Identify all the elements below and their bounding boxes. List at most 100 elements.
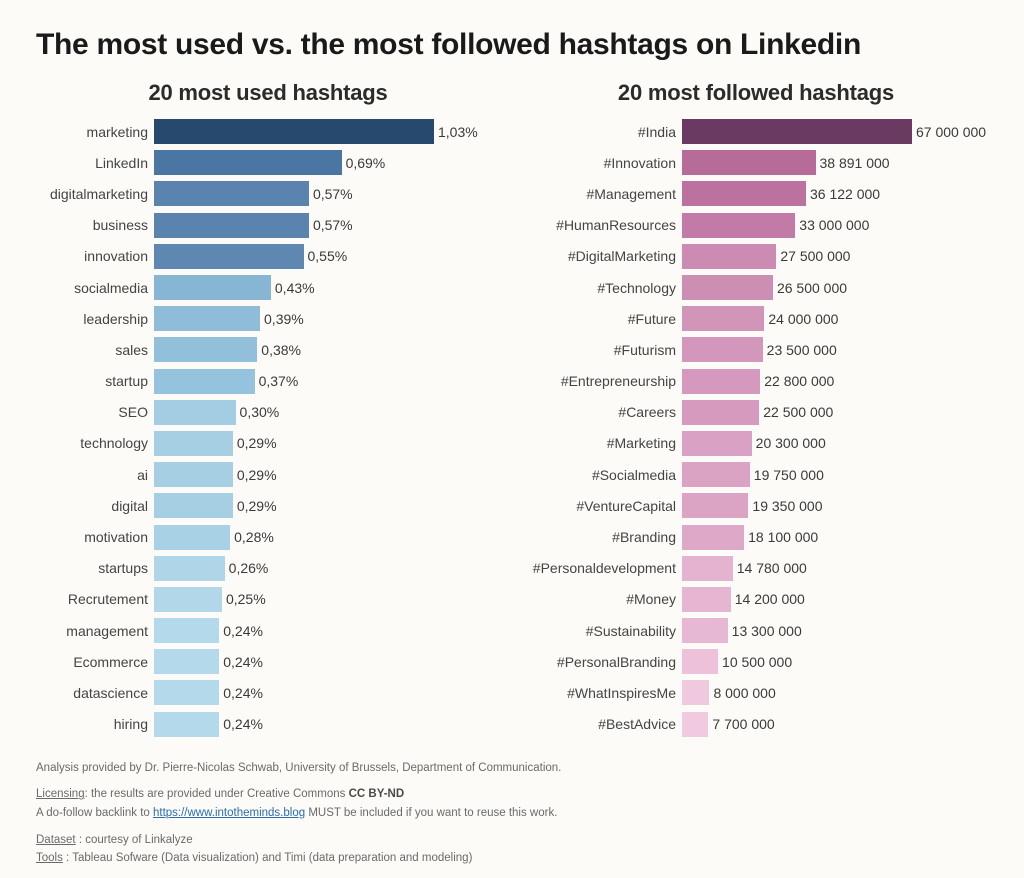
right-bar — [682, 680, 709, 705]
left-bar — [154, 431, 233, 456]
right-row-value: 22 500 000 — [759, 404, 833, 420]
footer-backlink-pre: A do-follow backlink to — [36, 807, 153, 819]
left-row: socialmedia0,43% — [36, 272, 500, 303]
right-bar — [682, 618, 728, 643]
right-row-label: #HumanResources — [524, 217, 682, 233]
left-bar — [154, 649, 219, 674]
right-bar — [682, 493, 748, 518]
right-bar-track: 13 300 000 — [682, 615, 988, 646]
right-row: #VentureCapital 19 350 000 — [524, 490, 988, 521]
left-row-value: 0,24% — [219, 685, 263, 701]
left-bar-track: 0,43% — [154, 272, 500, 303]
right-bar — [682, 119, 912, 144]
right-row: #Entrepreneurship22 800 000 — [524, 366, 988, 397]
left-row-label: socialmedia — [36, 280, 154, 296]
left-row: LinkedIn0,69% — [36, 147, 500, 178]
left-row-value: 0,26% — [225, 560, 269, 576]
right-row-label: #Sustainability — [524, 623, 682, 639]
left-row-value: 0,29% — [233, 467, 277, 483]
footer-backlink: A do-follow backlink to https://www.into… — [36, 805, 988, 822]
left-row: sales0,38% — [36, 334, 500, 365]
right-bar-track: 20 300 000 — [682, 428, 988, 459]
footer: Analysis provided by Dr. Pierre-Nicolas … — [36, 760, 988, 867]
right-bar-track: 22 800 000 — [682, 366, 988, 397]
right-row-value: 19 350 000 — [748, 498, 822, 514]
left-bar — [154, 712, 219, 737]
left-row-value: 0,30% — [236, 404, 280, 420]
right-bar-track: 7 700 000 — [682, 709, 988, 740]
left-row: business0,57% — [36, 210, 500, 241]
right-bar-track: 14 200 000 — [682, 584, 988, 615]
right-row-value: 27 500 000 — [776, 248, 850, 264]
right-row-label: #Innovation — [524, 155, 682, 171]
left-bar-track: 0,25% — [154, 584, 500, 615]
left-row: innovation0,55% — [36, 241, 500, 272]
left-bar-track: 0,24% — [154, 615, 500, 646]
left-row-label: datascience — [36, 685, 154, 701]
left-bar-track: 0,26% — [154, 553, 500, 584]
right-row-value: 36 122 000 — [806, 186, 880, 202]
left-bar-track: 0,29% — [154, 428, 500, 459]
right-row: #Management36 122 000 — [524, 178, 988, 209]
right-row: #Careers22 500 000 — [524, 397, 988, 428]
left-row-value: 0,57% — [309, 186, 353, 202]
right-bar-track: 19 750 000 — [682, 459, 988, 490]
right-row-label: #Branding — [524, 529, 682, 545]
right-bar-track: 23 500 000 — [682, 334, 988, 365]
right-row-value: 24 000 000 — [764, 311, 838, 327]
left-row-value: 0,24% — [219, 654, 263, 670]
left-row-label: startup — [36, 373, 154, 389]
right-row-value: 14 200 000 — [731, 591, 805, 607]
right-row: #PersonalBranding10 500 000 — [524, 646, 988, 677]
right-bar-track: 33 000 000 — [682, 210, 988, 241]
left-row-label: SEO — [36, 404, 154, 420]
page-title: The most used vs. the most followed hash… — [36, 28, 988, 62]
left-bar-track: 0,39% — [154, 303, 500, 334]
footer-dataset-label: Dataset — [36, 834, 76, 846]
right-bar — [682, 587, 731, 612]
right-row-value: 14 780 000 — [733, 560, 807, 576]
right-row-value: 23 500 000 — [763, 342, 837, 358]
left-row-label: management — [36, 623, 154, 639]
left-row: marketing1,03% — [36, 116, 500, 147]
left-row-label: digital — [36, 498, 154, 514]
footer-tools: Tools : Tableau Sofware (Data visualizat… — [36, 850, 988, 867]
left-bar — [154, 337, 257, 362]
right-row-label: #Technology — [524, 280, 682, 296]
right-row-value: 26 500 000 — [773, 280, 847, 296]
right-row-label: #VentureCapital — [524, 498, 682, 514]
right-row-label: #India — [524, 124, 682, 140]
right-bar-track: 19 350 000 — [682, 490, 988, 521]
left-row: SEO 0,30% — [36, 397, 500, 428]
footer-tools-label: Tools — [36, 852, 63, 864]
right-row: #BestAdvice7 700 000 — [524, 709, 988, 740]
left-row-value: 0,24% — [219, 623, 263, 639]
left-row-label: business — [36, 217, 154, 233]
left-bar — [154, 587, 222, 612]
left-row: motivation0,28% — [36, 521, 500, 552]
left-bar — [154, 275, 271, 300]
left-bar-track: 0,28% — [154, 521, 500, 552]
left-row-label: Recrutement — [36, 591, 154, 607]
right-row-value: 8 000 000 — [709, 685, 775, 701]
left-row-value: 0,69% — [342, 155, 386, 171]
footer-licensing-label: Licensing — [36, 788, 85, 800]
right-bar-track: 27 500 000 — [682, 241, 988, 272]
right-bar — [682, 181, 806, 206]
left-row-label: motivation — [36, 529, 154, 545]
right-row-label: #Socialmedia — [524, 467, 682, 483]
footer-licensing: Licensing: the results are provided unde… — [36, 786, 988, 803]
footer-backlink-url[interactable]: https://www.intotheminds.blog — [153, 807, 305, 819]
right-bar-track: 10 500 000 — [682, 646, 988, 677]
right-row: #Marketing20 300 000 — [524, 428, 988, 459]
right-row: #Futurism23 500 000 — [524, 334, 988, 365]
charts-container: 20 most used hashtags marketing1,03%Link… — [36, 80, 988, 740]
right-bar — [682, 462, 750, 487]
left-row: leadership0,39% — [36, 303, 500, 334]
left-bar-track: 0,38% — [154, 334, 500, 365]
left-row-value: 0,37% — [255, 373, 299, 389]
right-row: #Technology 26 500 000 — [524, 272, 988, 303]
right-row-value: 10 500 000 — [718, 654, 792, 670]
right-bar — [682, 649, 718, 674]
left-row-label: marketing — [36, 124, 154, 140]
